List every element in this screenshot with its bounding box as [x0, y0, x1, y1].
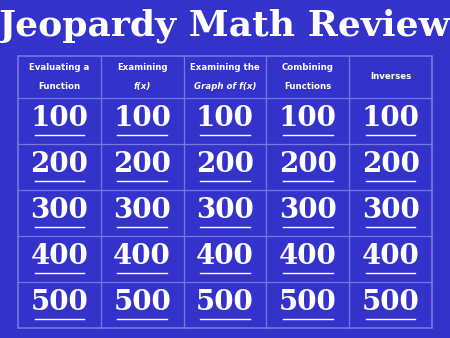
Text: Functions: Functions — [284, 82, 331, 91]
Text: Jeopardy Math Review: Jeopardy Math Review — [0, 8, 450, 43]
Text: f(x): f(x) — [134, 82, 151, 91]
Text: 100: 100 — [31, 105, 88, 132]
Text: Graph of f(x): Graph of f(x) — [194, 82, 256, 91]
Text: 300: 300 — [31, 197, 88, 224]
Text: 400: 400 — [113, 243, 171, 270]
Text: Examining the: Examining the — [190, 63, 260, 72]
Text: 200: 200 — [113, 151, 171, 178]
Text: Function: Function — [38, 82, 81, 91]
Text: 100: 100 — [362, 105, 419, 132]
Text: 400: 400 — [196, 243, 254, 270]
Text: 400: 400 — [362, 243, 419, 270]
Text: 500: 500 — [31, 289, 88, 316]
Text: 400: 400 — [31, 243, 88, 270]
Text: 300: 300 — [196, 197, 254, 224]
Text: Combining: Combining — [282, 63, 334, 72]
Text: 500: 500 — [362, 289, 419, 316]
Text: 200: 200 — [362, 151, 419, 178]
Text: 300: 300 — [279, 197, 337, 224]
Text: 500: 500 — [196, 289, 254, 316]
Text: 300: 300 — [113, 197, 171, 224]
Text: 200: 200 — [196, 151, 254, 178]
Text: 400: 400 — [279, 243, 337, 270]
Text: 100: 100 — [196, 105, 254, 132]
Text: Inverses: Inverses — [370, 72, 411, 81]
Text: Examining: Examining — [117, 63, 167, 72]
Text: 200: 200 — [279, 151, 337, 178]
Text: 200: 200 — [31, 151, 88, 178]
Text: 100: 100 — [113, 105, 171, 132]
Text: 500: 500 — [279, 289, 337, 316]
Text: Evaluating a: Evaluating a — [29, 63, 90, 72]
Bar — [18, 56, 432, 328]
Text: 500: 500 — [113, 289, 171, 316]
Text: 300: 300 — [362, 197, 419, 224]
Text: 100: 100 — [279, 105, 337, 132]
